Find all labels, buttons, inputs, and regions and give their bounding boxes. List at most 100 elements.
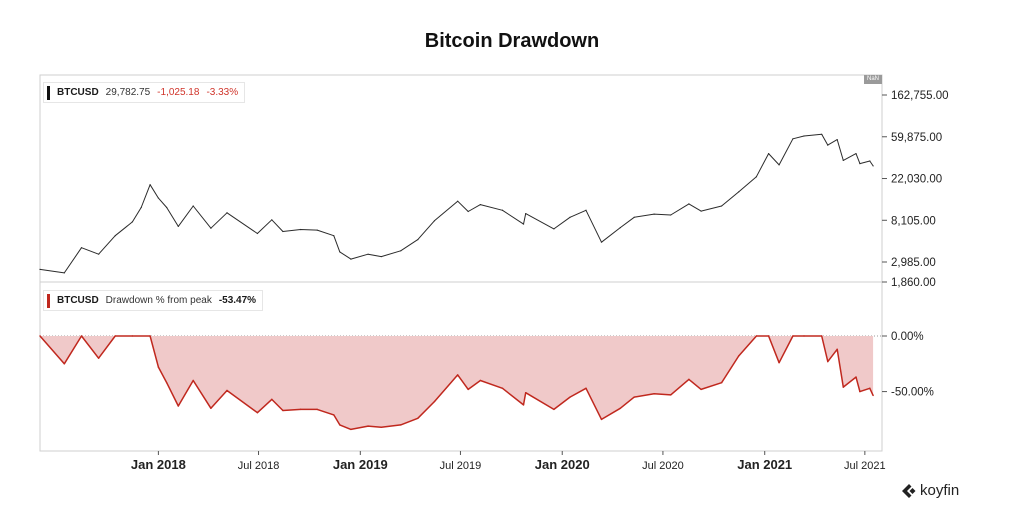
price-tick-label: 59,875.00	[891, 132, 942, 144]
price-point	[821, 133, 823, 135]
drawdown-point	[399, 424, 402, 426]
drawdown-point	[80, 335, 83, 337]
drawdown-point	[131, 335, 134, 337]
drawdown-point	[299, 408, 302, 411]
drawdown-point	[633, 396, 635, 398]
price-point	[149, 184, 151, 186]
drawdown-point	[165, 381, 168, 384]
drawdown-point	[501, 387, 504, 389]
drawdown-point	[177, 405, 180, 407]
price-legend: BTCUSD 29,782.75 -1,025.18 -3.33%	[43, 82, 246, 103]
price-point	[827, 144, 829, 146]
drawdown-point	[467, 388, 469, 391]
price-point	[553, 228, 555, 230]
koyfin-logo-text: koyfin	[920, 482, 960, 499]
price-tick-label: 2,985.00	[891, 257, 936, 269]
drawdown-point	[350, 428, 352, 431]
price-point	[226, 212, 228, 214]
price-point	[400, 250, 402, 252]
price-point	[210, 227, 212, 229]
drawdown-point	[585, 387, 587, 389]
price-point	[600, 241, 603, 243]
price-tick-label: 162,755.00	[891, 90, 949, 102]
price-legend-change: -1,025.18	[157, 87, 200, 98]
price-point	[177, 225, 179, 228]
drawdown-point	[619, 407, 622, 409]
drawdown-legend: BTCUSD Drawdown % from peak -53.47%	[43, 290, 264, 311]
price-point	[585, 209, 587, 211]
price-point	[633, 216, 635, 218]
drawdown-point	[210, 407, 212, 409]
price-point	[131, 221, 133, 223]
nan-badge: NaN	[864, 75, 882, 84]
price-point	[80, 247, 83, 249]
price-point	[350, 258, 352, 260]
drawdown-point	[256, 412, 259, 414]
drawdown-point	[869, 387, 871, 389]
drawdown-point	[157, 366, 160, 368]
price-point	[282, 230, 284, 233]
price-point	[339, 251, 341, 253]
price-point	[569, 216, 571, 218]
price-point	[803, 135, 805, 137]
drawdown-point	[149, 335, 151, 337]
drawdown-point	[316, 408, 318, 411]
x-tick-label: Jan 2021	[737, 457, 792, 472]
price-point	[140, 206, 142, 209]
drawdown-point	[553, 408, 555, 411]
price-legend-symbol: BTCUSD	[57, 87, 99, 98]
price-point	[720, 205, 723, 207]
drawdown-point	[433, 400, 436, 403]
drawdown-point	[755, 335, 758, 337]
price-point	[98, 253, 100, 255]
drawdown-point	[738, 355, 740, 357]
price-point	[522, 223, 525, 225]
drawdown-point	[600, 418, 603, 421]
price-point	[166, 206, 168, 209]
price-point	[700, 210, 702, 212]
price-point	[433, 220, 436, 222]
drawdown-point	[842, 386, 844, 388]
drawdown-point	[97, 357, 100, 359]
drawdown-point	[417, 417, 419, 419]
price-point	[792, 138, 794, 140]
price-point	[316, 229, 318, 231]
drawdown-point	[872, 394, 874, 397]
price-point	[39, 268, 41, 271]
price-point	[380, 255, 382, 258]
koyfin-logo[interactable]: koyfin	[901, 482, 959, 499]
price-point	[872, 165, 874, 167]
drawdown-point	[767, 335, 770, 337]
drawdown-point	[226, 389, 228, 392]
price-point	[114, 235, 116, 237]
price-tick-label: 1,860.00	[891, 277, 936, 289]
drawdown-point	[700, 388, 702, 391]
drawdown-point	[836, 348, 838, 351]
drawdown-point	[522, 404, 525, 406]
drawdown-point	[653, 393, 655, 395]
price-point	[299, 228, 302, 231]
x-tick-label: Jul 2018	[238, 460, 280, 472]
price-point	[525, 213, 527, 215]
drawdown-point	[720, 381, 723, 384]
koyfin-logo-icon	[902, 483, 916, 498]
drawdown-point	[114, 335, 116, 337]
price-point	[653, 213, 655, 215]
x-tick-label: Jan 2019	[333, 457, 388, 472]
drawdown-point	[271, 398, 273, 401]
drawdown-point	[479, 379, 482, 382]
plot-frame	[39, 74, 883, 452]
price-point	[688, 203, 690, 205]
price-legend-swatch	[47, 85, 50, 100]
price-point	[192, 205, 194, 207]
drawdown-point	[855, 376, 857, 378]
drawdown-point	[778, 361, 780, 364]
price-point	[457, 200, 459, 202]
price-point	[842, 159, 844, 161]
drawdown-point	[792, 335, 794, 337]
drawdown-point	[803, 335, 805, 337]
x-tick-label: Jul 2020	[642, 460, 684, 472]
price-point	[417, 239, 419, 241]
drawdown-point	[380, 426, 383, 428]
drawdown-point	[669, 394, 672, 396]
